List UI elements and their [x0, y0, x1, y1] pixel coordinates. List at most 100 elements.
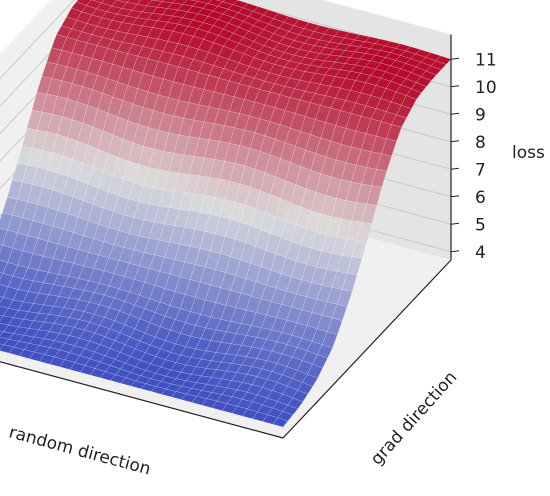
surface-patch	[64, 335, 80, 347]
z-tick-label-7: 7	[475, 160, 486, 180]
surface-patch	[386, 124, 402, 142]
surface-patch	[124, 314, 141, 330]
surface-patch	[162, 40, 179, 55]
surface-patch	[133, 124, 149, 147]
surface-patch	[157, 29, 174, 42]
surface-patch	[134, 265, 150, 283]
surface-patch	[2, 229, 18, 249]
x-axis-label: random direction	[7, 423, 153, 480]
surface-patch	[193, 104, 210, 123]
surface-patch	[151, 0, 164, 2]
surface-patch	[193, 48, 209, 63]
surface-patch	[114, 352, 131, 364]
surface-patch	[179, 227, 196, 247]
surface-patch	[178, 84, 195, 103]
surface-patch	[117, 138, 134, 162]
surface-patch	[366, 185, 383, 206]
surface-patch	[185, 335, 202, 350]
z-tick-label-10: 10	[475, 78, 497, 98]
surface-patch	[235, 259, 252, 280]
surface-patch	[33, 345, 50, 355]
surface-patch	[177, 33, 194, 47]
z-axis-ticks: 4 5 6 7 8 9 10 11	[450, 50, 497, 263]
surface-patch	[273, 12, 290, 23]
surface-patch	[78, 311, 95, 323]
surface-patch	[53, 333, 70, 344]
z-tick-mark-4	[450, 250, 460, 253]
surface-patch	[256, 387, 273, 399]
surface-patch	[152, 20, 169, 30]
surface-patch	[0, 343, 5, 350]
surface-patch	[189, 264, 206, 283]
y-axis-line	[282, 259, 452, 439]
surface-patch	[209, 159, 226, 180]
surface-patch	[210, 269, 226, 289]
z-tick-mark-6	[450, 195, 460, 198]
z-tick-mark-5	[450, 222, 460, 225]
surface-patch	[259, 172, 276, 196]
surface-patch	[169, 319, 186, 334]
surface-patch	[200, 368, 217, 378]
surface-patch	[219, 125, 235, 144]
surface-patch	[43, 331, 60, 342]
surface-patch	[129, 328, 146, 342]
surface-patch	[430, 60, 447, 70]
z-axis-label: loss	[512, 143, 545, 163]
surface-patch	[112, 116, 129, 140]
surface-patch	[12, 199, 28, 219]
surface-patch	[113, 260, 130, 277]
loss-surface	[0, 0, 452, 428]
surface-patch	[381, 138, 397, 157]
surface-patch	[109, 359, 126, 370]
surface-patch	[99, 317, 115, 330]
surface-patch	[148, 110, 164, 131]
surface-patch	[89, 314, 105, 326]
surface-patch	[180, 364, 197, 375]
surface-patch	[180, 380, 197, 389]
surface-patch	[199, 157, 215, 178]
surface-patch	[207, 25, 224, 36]
surface-patch	[112, 157, 129, 180]
surface-patch	[130, 380, 147, 389]
surface-patch	[36, 111, 53, 133]
surface-patch	[207, 10, 224, 20]
surface-patch	[175, 354, 192, 366]
surface-patch	[12, 309, 29, 320]
surface-patch	[131, 17, 148, 27]
axis-lines	[0, 34, 452, 439]
z-tick-label-4: 4	[475, 243, 486, 263]
surface-patch	[275, 273, 292, 292]
surface-patch	[189, 0, 200, 2]
surface-patch	[89, 368, 106, 379]
surface-patch	[27, 253, 44, 271]
surface-patch	[0, 297, 14, 309]
surface-patch	[119, 301, 136, 316]
surface-patch	[98, 294, 115, 308]
surface-patch	[335, 143, 352, 164]
surface-patch	[183, 136, 200, 157]
surface-patch	[113, 230, 130, 248]
surface-patch	[141, 19, 158, 28]
surface-patch	[137, 107, 154, 128]
surface-patch	[185, 311, 201, 326]
surface-patch	[233, 42, 250, 55]
surface-patch	[159, 257, 176, 275]
surface-patch	[269, 138, 286, 159]
surface-patch	[226, 380, 243, 391]
surface-patch	[215, 0, 226, 2]
z-tick-mark-7	[450, 167, 460, 170]
surface-patch	[68, 287, 85, 301]
surface-patch	[237, 21, 254, 32]
surface-patch	[197, 0, 212, 4]
surface-patch	[99, 371, 116, 381]
surface-patch	[64, 352, 81, 363]
surface-patch	[314, 83, 331, 96]
surface-patch	[160, 340, 176, 353]
surface-patch	[137, 46, 154, 59]
surface-patch	[208, 65, 225, 79]
surface-patch	[200, 327, 217, 341]
surface-patch	[281, 344, 298, 358]
surface-patch	[230, 275, 247, 294]
surface-patch	[238, 53, 255, 67]
surface-patch	[116, 0, 130, 3]
